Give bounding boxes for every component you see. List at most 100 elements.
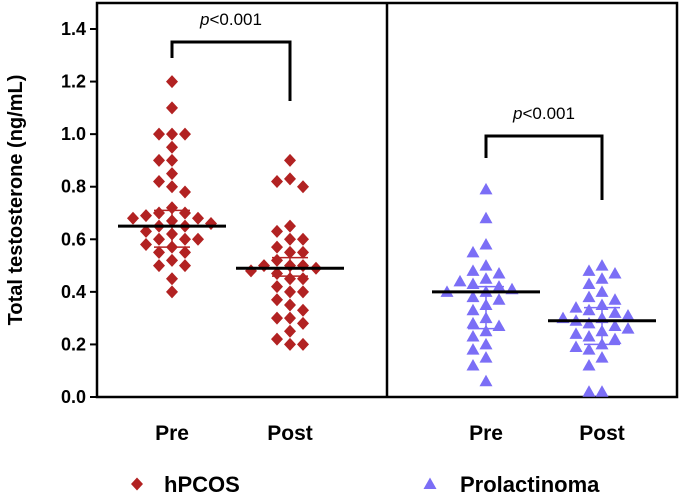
data-point [479, 374, 493, 387]
data-point [166, 75, 178, 89]
legend-marker-hpcos [131, 477, 143, 491]
data-point [284, 172, 296, 186]
data-point [569, 340, 583, 353]
data-point [166, 167, 178, 181]
y-tick-label: 1.0 [61, 124, 86, 144]
data-point [153, 153, 165, 167]
data-point [284, 219, 296, 233]
x-category-label: Post [267, 422, 313, 445]
data-point [466, 264, 480, 276]
data-point [466, 245, 480, 258]
legend: hPCOS Prolactinoma [131, 472, 600, 494]
y-axis: 0.0 0.2 0.4 0.6 0.8 1.0 1.2 1.4 [61, 19, 97, 407]
data-point [192, 232, 204, 246]
data-point [192, 211, 204, 225]
data-point [258, 259, 270, 273]
data-point [621, 309, 635, 321]
y-tick-label: 0.0 [61, 387, 86, 407]
data-point [479, 259, 493, 271]
data-point [595, 385, 609, 397]
data-point [479, 272, 493, 284]
data-point [466, 303, 480, 316]
data-point [284, 245, 296, 259]
data-point [179, 232, 191, 246]
data-point [479, 182, 493, 195]
data-point [284, 285, 296, 299]
data-point [466, 343, 480, 355]
data-point [153, 245, 165, 259]
data-point [297, 285, 309, 299]
y-tick-label: 0.2 [61, 334, 86, 354]
data-point [179, 259, 191, 273]
data-point [608, 266, 622, 279]
data-point [153, 127, 165, 141]
data-point [582, 290, 596, 303]
data-point [608, 319, 622, 332]
x-category-label: Pre [155, 422, 189, 445]
legend-label-hpcos: hPCOS [164, 472, 240, 494]
data-point [582, 264, 596, 276]
chart-frame [95, 1, 679, 399]
data-point [595, 285, 609, 297]
data-point [492, 266, 506, 279]
data-point [297, 232, 309, 246]
data-point [140, 209, 152, 223]
data-point [297, 303, 309, 317]
data-point [179, 245, 191, 259]
data-points [127, 75, 635, 397]
data-point [153, 232, 165, 246]
y-tick-label: 0.8 [61, 177, 86, 197]
y-axis-label: Total testosterone (ng/mL) [5, 75, 27, 326]
data-point [284, 232, 296, 246]
data-point [492, 293, 506, 305]
data-point [621, 322, 635, 334]
data-point [271, 311, 283, 325]
data-point [166, 272, 178, 286]
x-axis: Pre Post Pre Post [155, 422, 625, 445]
data-point [582, 330, 596, 342]
data-point [153, 259, 165, 273]
data-point [582, 316, 596, 329]
significance-bracket [170, 40, 292, 101]
data-point [608, 293, 622, 305]
data-point [284, 298, 296, 312]
data-point [153, 174, 165, 188]
x-category-label: Pre [469, 422, 503, 445]
data-point [479, 238, 493, 250]
data-point [179, 185, 191, 199]
data-point [466, 316, 480, 329]
data-point [271, 293, 283, 307]
data-point [284, 324, 296, 338]
y-tick-label: 1.2 [61, 72, 86, 92]
data-point [595, 272, 609, 284]
data-point [297, 180, 309, 194]
data-point [569, 327, 583, 339]
data-point [297, 272, 309, 286]
data-point [595, 351, 609, 363]
data-point [582, 277, 596, 289]
significance-brackets: p<0.001 p<0.001 [170, 10, 604, 200]
data-point [271, 280, 283, 294]
data-point [140, 224, 152, 238]
data-point [179, 206, 191, 220]
data-point [595, 259, 609, 271]
y-tick-label: 0.6 [61, 229, 86, 249]
data-point [466, 330, 480, 342]
data-point [297, 316, 309, 330]
x-category-label: Post [579, 422, 625, 445]
data-point [284, 153, 296, 167]
significance-bracket [484, 134, 604, 200]
data-point [297, 259, 309, 273]
data-point [271, 253, 283, 267]
data-point [479, 211, 493, 224]
data-point [297, 245, 309, 259]
legend-marker-prolactinoma [423, 477, 437, 489]
data-point [140, 238, 152, 252]
data-point [608, 332, 622, 345]
data-point [569, 301, 583, 313]
data-point [166, 140, 178, 154]
data-point [582, 303, 596, 316]
legend-label-prolactinoma: Prolactinoma [460, 472, 600, 494]
data-point [479, 324, 493, 337]
